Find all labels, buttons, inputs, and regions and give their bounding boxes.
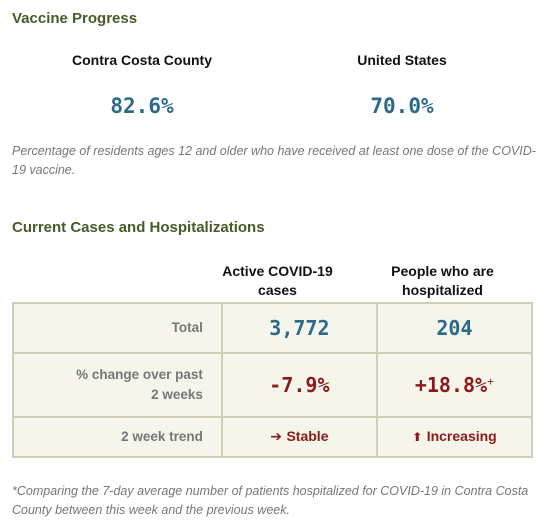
table-row-trend: 2 week trend ➔ Stable ⬆ Increasing xyxy=(12,416,534,458)
vaccine-note: Percentage of residents ages 12 and olde… xyxy=(12,144,536,177)
county-vaccine-value: 82.6% xyxy=(110,94,174,118)
footnote: *Comparing the 7-day average number of p… xyxy=(12,484,529,517)
trend-hospitalized-value: Increasing xyxy=(426,428,497,444)
row-label: Total xyxy=(12,302,223,354)
us-label: United States xyxy=(357,52,447,68)
change-cases-value: -7.9% xyxy=(269,373,330,397)
trend-cases-cell: ➔ Stable xyxy=(220,416,378,458)
total-hospitalized-cell: 204 xyxy=(375,302,534,354)
up-arrow-icon: ⬆ xyxy=(412,430,423,444)
vaccine-section-title: Vaccine Progress xyxy=(12,10,138,27)
change-hospitalized-value: +18.8% xyxy=(414,373,488,397)
total-cases-value: 3,772 xyxy=(269,316,330,340)
row-label-text: % change over past 2 weeks xyxy=(76,367,203,402)
cases-section-title: Current Cases and Hospitalizations xyxy=(12,219,265,236)
trend-hospitalized-cell: ⬆ Increasing xyxy=(375,416,534,458)
change-cases-cell: -7.9% xyxy=(220,352,378,418)
change-hospitalized-cell: +18.8%+ xyxy=(375,352,534,418)
county-label: Contra Costa County xyxy=(72,52,212,68)
right-arrow-icon: ➔ xyxy=(270,428,283,444)
total-cases-cell: 3,772 xyxy=(220,302,378,354)
total-hospitalized-value: 204 xyxy=(436,316,473,340)
active-cases-header: Active COVID-19 cases xyxy=(222,263,333,298)
hospitalized-header: People who are hospitalized xyxy=(391,263,494,298)
row-label: % change over past 2 weeks xyxy=(12,352,223,418)
table-row-total: Total 3,772 204 xyxy=(12,302,534,354)
us-vaccine-value: 70.0% xyxy=(370,94,434,118)
table-row-change: % change over past 2 weeks -7.9% +18.8%+ xyxy=(12,352,534,418)
trend-cases-value: Stable xyxy=(286,428,329,444)
row-label: 2 week trend xyxy=(12,416,223,458)
footnote-mark: + xyxy=(487,374,495,389)
cases-table: Total 3,772 204 % change over past 2 wee… xyxy=(12,302,534,458)
